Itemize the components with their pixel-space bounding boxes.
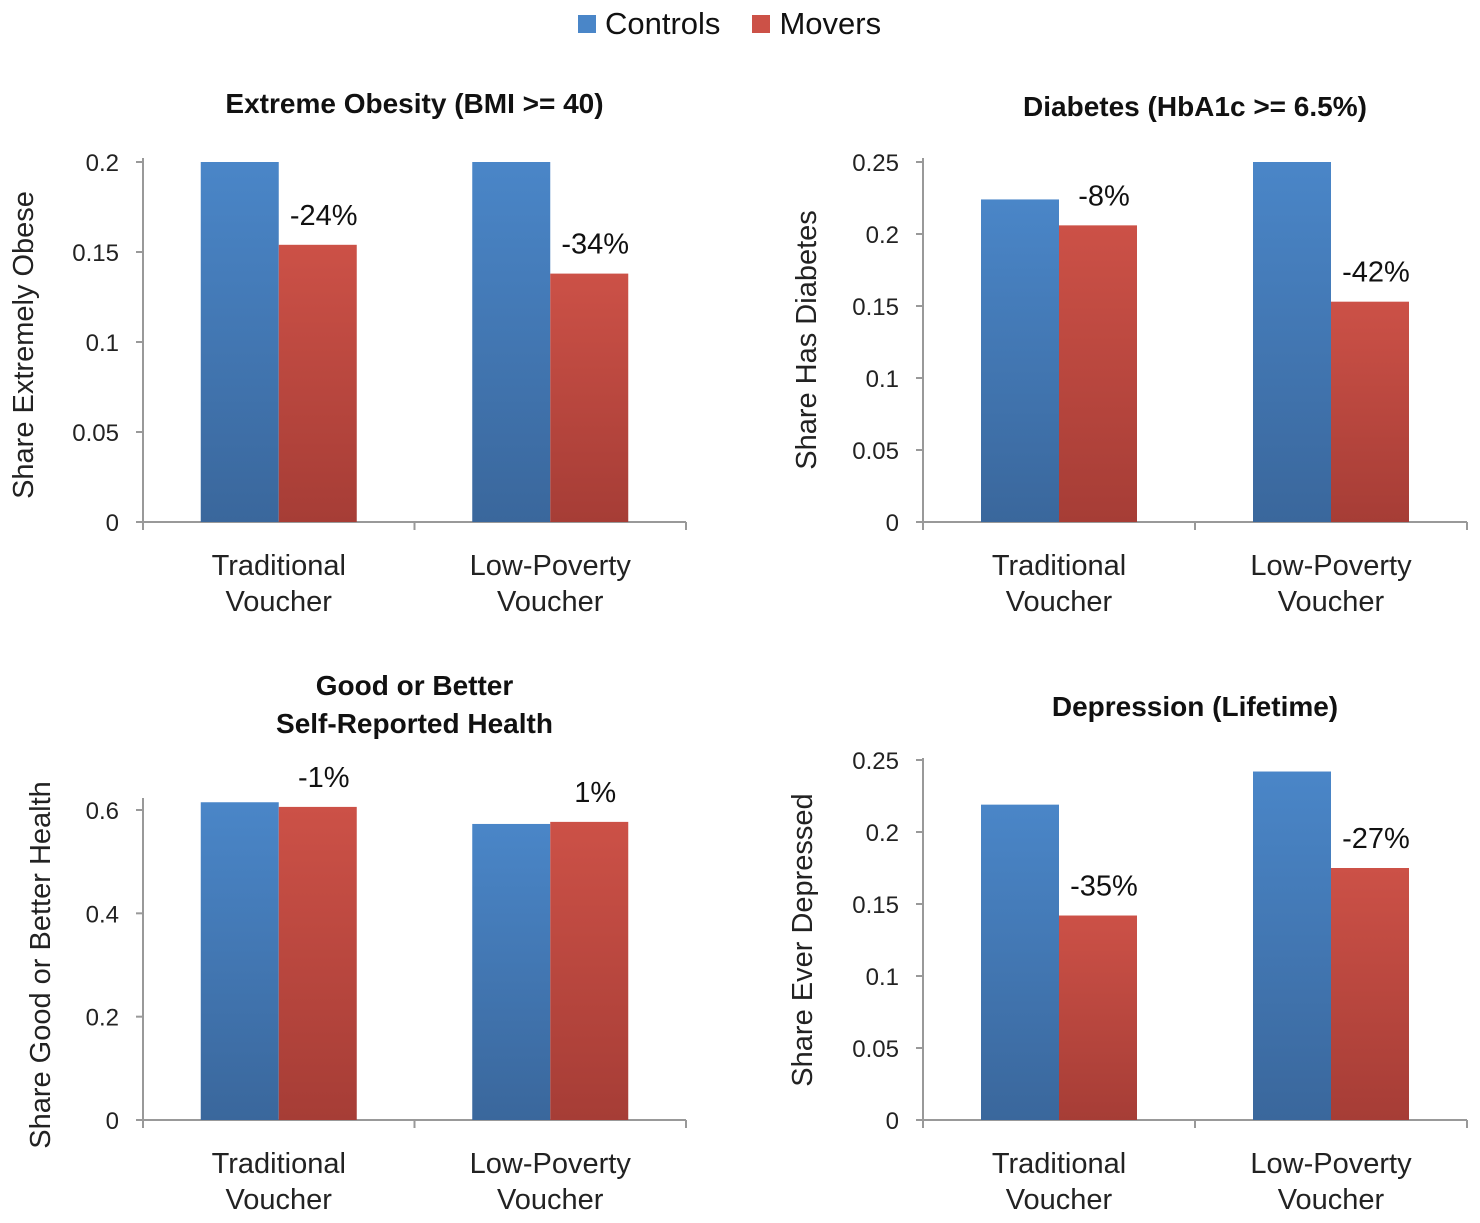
data-label: -34% [561,229,629,261]
bar-movers [1331,301,1409,522]
data-label: -24% [290,200,358,232]
x-tick-label: Voucher [1006,1184,1113,1216]
bar-movers [1059,225,1137,523]
chart-title: Self-Reported Health [276,708,553,739]
chart-title: Depression (Lifetime) [1052,691,1338,722]
legend: Controls Movers [578,6,913,42]
x-tick-label: Traditional [992,1148,1126,1180]
y-axis-label: Share Has Diabetes [791,210,823,470]
y-tick-label: 0.2 [86,1005,119,1032]
x-tick-label: Traditional [212,1148,346,1180]
data-label: -27% [1342,823,1410,855]
y-tick-label: 0.1 [86,330,119,357]
bar-controls [981,804,1059,1120]
chart-title: Diabetes (HbA1c >= 6.5%) [1023,91,1367,122]
y-tick-label: 0.1 [866,964,899,991]
y-tick-label: 0.2 [86,150,119,177]
x-tick-label: Traditional [992,550,1126,582]
bar-controls [200,802,279,1120]
bar-movers [1059,915,1137,1120]
y-tick-label: 0.05 [72,420,119,447]
bar-movers [550,273,629,522]
y-tick-label: 0.2 [866,820,899,847]
y-tick-label: 0.25 [852,150,899,177]
bar-movers [550,821,629,1120]
data-label: -8% [1078,180,1130,212]
y-tick-label: 0 [106,1108,119,1135]
bar-controls [200,162,279,522]
chart-title: Good or Better [316,670,514,701]
y-tick-label: 0.2 [866,222,899,249]
legend-swatch-movers [752,15,771,33]
y-tick-label: 0 [886,1108,899,1135]
panel-4: Depression (Lifetime) Share Ever Depresse… [787,691,1468,1216]
y-tick-label: 0 [886,510,899,537]
x-tick-label: Voucher [1278,586,1385,618]
y-tick-label: 0.05 [852,438,899,465]
y-tick-label: 0.05 [852,1036,899,1063]
x-tick-label: Low-Poverty [470,550,632,582]
y-axis-label: Share Extremely Obese [8,191,40,499]
y-tick-label: 0.25 [852,748,899,775]
bar-movers [278,806,357,1120]
chart-title: Extreme Obesity (BMI >= 40) [225,88,603,119]
bar-controls [472,162,551,522]
y-tick-label: 0.6 [86,798,119,825]
legend-label-controls: Controls [605,6,721,41]
x-tick-label: Low-Poverty [470,1148,632,1180]
bar-controls [981,199,1059,522]
bar-movers [278,244,357,523]
x-tick-label: Voucher [1006,586,1113,618]
x-tick-label: Low-Poverty [1250,1148,1412,1180]
data-label: 1% [574,777,616,809]
y-tick-label: 0 [106,510,119,537]
y-tick-label: 0.4 [86,901,119,928]
x-tick-label: Voucher [1278,1184,1385,1216]
y-tick-label: 0.1 [866,366,899,393]
data-label: -35% [1070,871,1138,903]
panel-3: Good or Better Self-Reported Health Share … [25,670,687,1216]
bar-controls [1253,162,1331,522]
x-tick-label: Voucher [226,586,333,618]
x-tick-label: Low-Poverty [1250,550,1412,582]
legend-swatch-controls [578,15,596,33]
x-tick-label: Voucher [497,1184,604,1216]
data-label: -42% [1342,257,1410,289]
bar-controls [472,823,551,1120]
x-tick-label: Traditional [212,550,346,582]
data-label: -1% [298,762,350,794]
legend-label-movers: Movers [779,6,882,41]
y-tick-label: 0.15 [852,294,899,321]
y-axis-label: Share Good or Better Health [25,781,57,1149]
x-tick-label: Voucher [497,586,604,618]
y-tick-label: 0.15 [72,240,119,267]
y-tick-label: 0.15 [852,892,899,919]
bar-movers [1331,868,1409,1120]
x-tick-label: Voucher [226,1184,333,1216]
panel-1: Extreme Obesity (BMI >= 40) Share Extreme… [8,88,687,618]
panel-2: Diabetes (HbA1c >= 6.5%) Share Has Diabet… [791,91,1468,618]
y-axis-label: Share Ever Depressed [787,793,819,1086]
bar-controls [1253,771,1331,1120]
